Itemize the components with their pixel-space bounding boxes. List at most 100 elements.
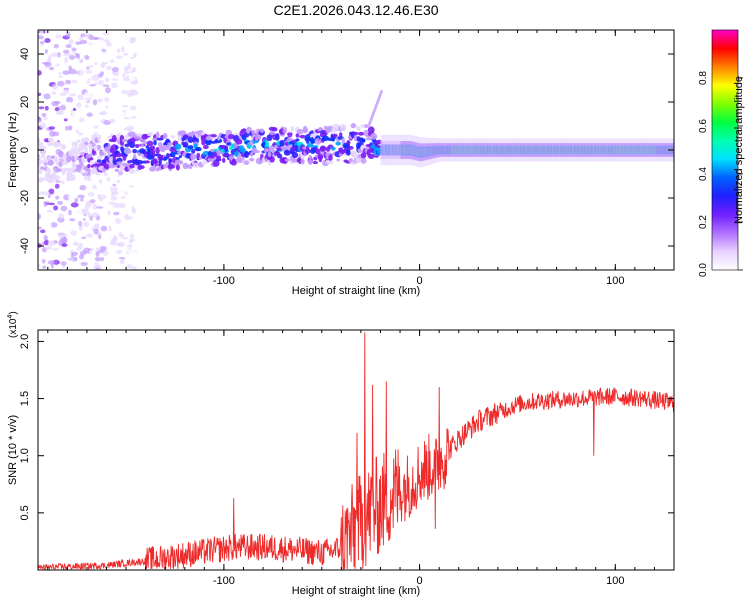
colorbar-tick-label: 0.8 (698, 71, 709, 85)
spectrogram-cell (87, 175, 91, 179)
spectrogram-cell (452, 138, 455, 162)
spectrogram-cell (493, 138, 496, 162)
spectrogram-cell (133, 85, 138, 89)
spectrogram-cell (94, 36, 100, 40)
spectrogram-cell (175, 164, 180, 171)
spectrogram-cell (128, 168, 136, 175)
spectrogram-cell (74, 141, 79, 148)
spectrogram-cell (483, 138, 486, 162)
spectrogram-cell (85, 66, 90, 70)
spectrogram-cell (393, 134, 396, 166)
spectrogram-cell (75, 57, 83, 62)
spectrogram-cell (605, 138, 609, 162)
spectrogram-cell (93, 68, 101, 75)
spectrogram-cell (517, 138, 521, 162)
spectrogram-cell (84, 141, 89, 145)
spectrogram-cell (529, 138, 532, 162)
spectrogram-cell (94, 262, 99, 266)
spectrogram-cell (590, 138, 593, 162)
spectrogram-cell (39, 30, 44, 36)
spectrogram-cell (85, 104, 89, 108)
spectrogram-cell (232, 158, 236, 163)
spectrogram-cell (465, 138, 468, 162)
spectrogram-cell (617, 138, 620, 162)
spectrogram-cell (109, 118, 116, 124)
spectrogram-cell (254, 140, 259, 144)
spectrogram-cell (435, 138, 438, 163)
spectrogram-cell (583, 138, 586, 162)
spectrogram-cell (47, 193, 51, 199)
spectrogram-cell (130, 246, 137, 253)
spectrogram-cell (619, 138, 623, 162)
spectrogram-cell (100, 62, 106, 68)
spectrogram-cell (54, 168, 62, 172)
spectrogram-cell (153, 140, 157, 146)
spectrogram-cell (122, 52, 129, 56)
spectrogram-cell (85, 69, 93, 74)
spectrogram-cell (78, 220, 83, 227)
spectrogram-cell (503, 138, 506, 162)
spectrogram-cell (429, 137, 432, 165)
colorbar-tick-label: 0.0 (698, 263, 709, 277)
spectrogram-x-tick-label: 0 (417, 275, 423, 287)
spectrogram-cell (426, 137, 429, 166)
spectrogram-cell (341, 137, 346, 145)
spectrogram-cell (111, 78, 119, 81)
spectrogram-cell (568, 138, 571, 162)
spectrogram-cell (661, 138, 664, 162)
spectrogram-cell (543, 138, 546, 162)
spectrogram-cell (47, 222, 52, 228)
spectrogram-cell (109, 59, 115, 63)
spectrogram-cell (115, 182, 122, 187)
spectrogram-cell (116, 223, 120, 229)
spectrogram-cell (664, 138, 667, 162)
spectrogram-cell (109, 236, 114, 239)
spectrogram-cell (277, 153, 283, 159)
colorbar-gradient (711, 29, 739, 271)
spectrogram-cell (65, 223, 71, 227)
spectrogram-cell (49, 66, 55, 71)
spectrogram-cell (114, 150, 119, 154)
spectrogram-cell (407, 134, 410, 166)
spectrogram-cell (228, 146, 234, 151)
spectrogram-cell (105, 42, 113, 47)
spectrogram-cell (105, 105, 109, 109)
spectrogram-cell (43, 157, 48, 164)
spectrogram-cell (521, 138, 524, 162)
spectrogram-cell (41, 112, 47, 118)
spectrogram-cell (94, 114, 99, 118)
spectrogram-cell (367, 126, 375, 134)
spectrogram-cell (98, 43, 105, 50)
spectrogram-cell (72, 107, 77, 112)
spectrogram-cell (128, 250, 133, 254)
spectrogram-cell (504, 138, 508, 162)
spectrogram-cell (121, 104, 129, 108)
spectrogram-cell (558, 138, 562, 162)
spectrogram-cell (376, 149, 381, 155)
spectrogram-cell (212, 159, 220, 167)
spectrogram-cell (48, 202, 55, 206)
spectrogram-cell (121, 246, 130, 253)
spectrogram-cell (419, 137, 422, 168)
spectrogram-cell (639, 138, 643, 162)
spectrogram-cell (382, 134, 386, 166)
spectrogram-cell (623, 138, 626, 162)
spectrogram-cell (415, 136, 418, 167)
spectrogram-cell (296, 128, 304, 135)
spectrogram-cell (364, 123, 368, 129)
spectrogram-cell (176, 157, 180, 160)
spectrogram-cell (307, 158, 313, 166)
spectrogram-cell (55, 34, 62, 39)
spectrogram-cell (58, 75, 64, 79)
spectrogram-cell (604, 138, 607, 162)
spectrogram-cell (644, 138, 647, 162)
spectrogram-cell (516, 138, 519, 162)
spectrogram-cell (550, 138, 553, 162)
spectrogram-y-tick-label: -20 (19, 190, 31, 206)
spectrogram-cell (488, 138, 491, 162)
spectrogram-cell (650, 138, 653, 162)
spectrogram-cell (91, 184, 98, 190)
spectrogram-cell (284, 158, 290, 162)
spectrogram-cell (125, 264, 133, 269)
